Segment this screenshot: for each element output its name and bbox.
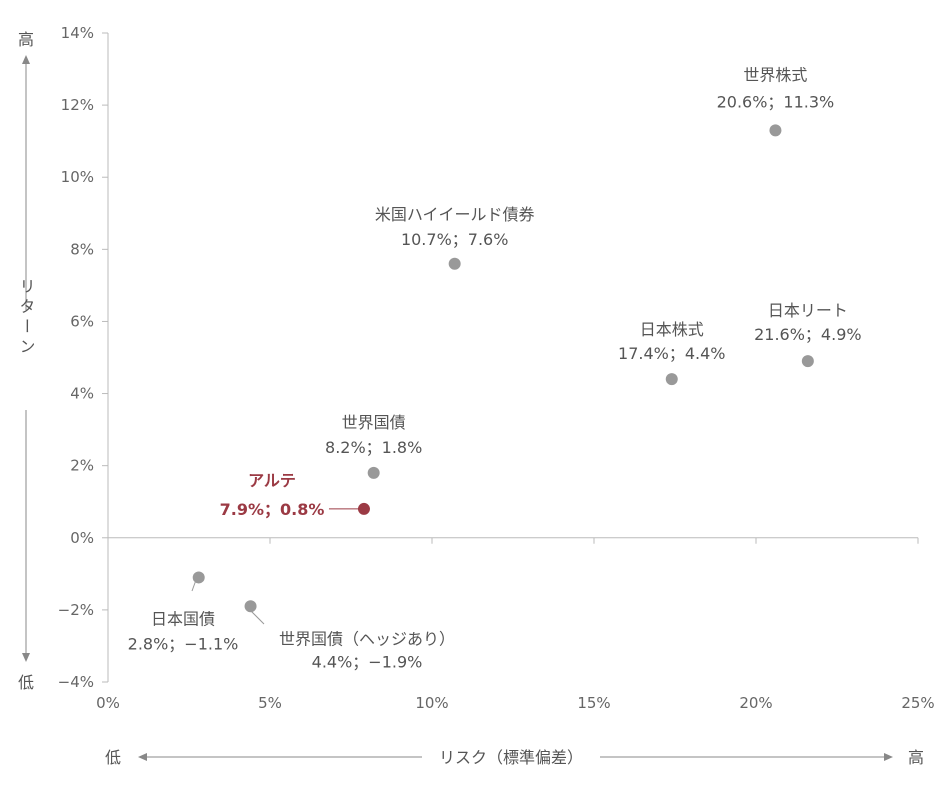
y-tick-label: 4% [70, 385, 94, 403]
y-axis-title: リターン [17, 278, 36, 358]
highlight-data-point [357, 502, 370, 515]
left-arrow-icon [138, 753, 147, 761]
x-axis-low-label: 低 [105, 748, 121, 767]
point-value-label: 2.8%；−1.1% [128, 634, 239, 653]
point-name-label: 日本株式 [640, 320, 704, 339]
y-tick-label: 0% [70, 529, 94, 547]
y-tick-label: 14% [61, 24, 94, 42]
x-tick-label: 15% [577, 694, 610, 712]
right-arrow-icon [884, 753, 893, 761]
up-arrow-icon [22, 55, 30, 64]
point-value-label: 8.2%；1.8% [325, 438, 422, 457]
point-value-label: 7.9%；0.8% [220, 500, 325, 519]
data-point [367, 466, 380, 479]
point-name-label: 世界株式 [743, 65, 807, 84]
y-tick-label: −4% [58, 673, 94, 691]
data-point [448, 257, 461, 270]
x-axis-title: リスク（標準偏差） [439, 748, 583, 767]
point-name-label: 日本リート [768, 301, 848, 320]
x-tick-label: 20% [739, 694, 772, 712]
point-value-label: 20.6%；11.3% [717, 92, 835, 111]
point-name-label: 世界国債（ヘッジあり） [279, 629, 455, 648]
x-tick-label: 0% [96, 694, 120, 712]
x-tick-label: 25% [901, 694, 934, 712]
data-point [769, 124, 782, 137]
point-value-label: 10.7%；7.6% [401, 230, 508, 249]
data-point [801, 355, 814, 368]
y-tick-label: 6% [70, 312, 94, 330]
point-value-label: 17.4%；4.4% [618, 344, 725, 363]
down-arrow-icon [22, 653, 30, 662]
point-name-label: 米国ハイイールド債券 [375, 205, 535, 224]
point-name-label: アルテ [248, 471, 296, 490]
point-leader-line [249, 609, 265, 625]
y-tick-label: −2% [58, 601, 94, 619]
point-name-label: 日本国債 [151, 609, 215, 628]
point-value-label: 21.6%；4.9% [754, 325, 861, 344]
data-point [244, 600, 257, 613]
x-axis-high-label: 高 [908, 748, 924, 767]
data-point [665, 373, 678, 386]
x-tick-label: 5% [258, 694, 282, 712]
y-tick-label: 12% [61, 96, 94, 114]
y-tick-label: 2% [70, 457, 94, 475]
y-tick-label: 8% [70, 240, 94, 258]
point-name-label: 世界国債 [342, 413, 406, 432]
y-tick-label: 10% [61, 168, 94, 186]
data-point [192, 571, 205, 584]
point-value-label: 4.4%；−1.9% [312, 652, 423, 671]
y-axis-high-label: 高 [18, 30, 34, 49]
y-axis-low-label: 低 [18, 673, 34, 692]
x-tick-label: 10% [415, 694, 448, 712]
